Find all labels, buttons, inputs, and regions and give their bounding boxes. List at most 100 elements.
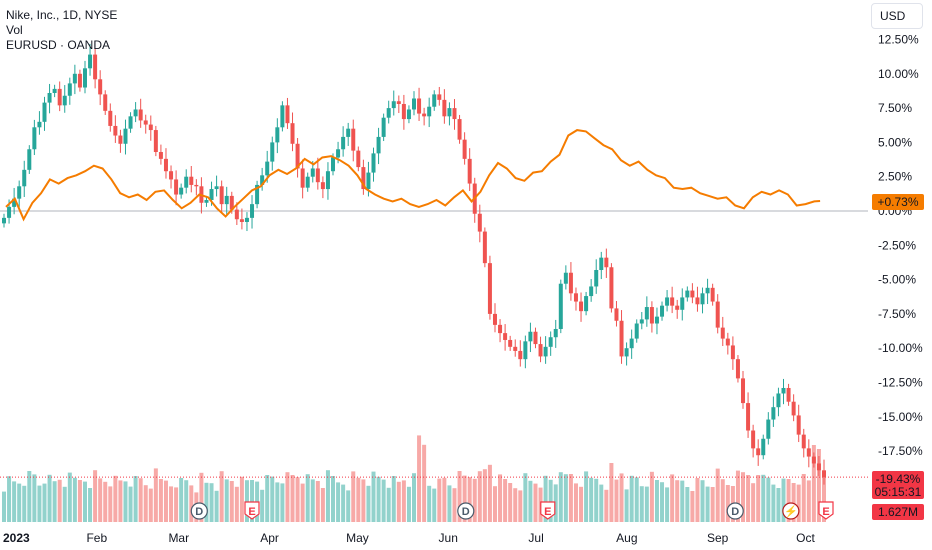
volume-bar xyxy=(573,483,578,522)
candle-body xyxy=(427,106,432,117)
volume-bar xyxy=(432,488,437,522)
volume-bar xyxy=(148,488,153,522)
candle-body xyxy=(290,123,295,144)
candle-body xyxy=(32,127,37,150)
candle-body xyxy=(614,308,619,321)
volume-bar xyxy=(396,481,401,522)
volume-bar xyxy=(695,478,700,522)
candle-body xyxy=(42,102,47,122)
x-tick-label: 2023 xyxy=(3,531,30,545)
candle-body xyxy=(649,307,654,324)
earnings-icon xyxy=(818,501,834,520)
candle-body xyxy=(376,136,381,154)
volume-layer xyxy=(2,435,826,522)
volume-bar xyxy=(356,477,361,522)
candle-body xyxy=(108,110,113,126)
volume-bar xyxy=(62,486,67,522)
volume-bar xyxy=(685,487,690,522)
volume-bar xyxy=(735,470,740,522)
candle-body xyxy=(796,415,801,435)
candle-body xyxy=(361,167,366,190)
candle-body xyxy=(705,287,710,294)
candle-body xyxy=(477,213,482,232)
candle-body xyxy=(685,290,690,298)
volume-bar xyxy=(204,482,209,522)
volume-bar xyxy=(143,485,148,522)
volume-bar xyxy=(153,468,158,522)
volume-bar xyxy=(791,483,796,522)
candle-body xyxy=(285,105,290,124)
candle-body xyxy=(336,149,341,158)
candle-body xyxy=(138,109,143,121)
volume-bar xyxy=(336,482,341,522)
currency-button[interactable]: USD xyxy=(871,3,923,29)
candle-body xyxy=(346,128,351,137)
candle-body xyxy=(123,128,128,144)
event-label: D xyxy=(731,506,739,518)
volume-bar xyxy=(244,480,249,522)
candle-body xyxy=(538,344,543,357)
candle-body xyxy=(133,109,138,117)
candle-body xyxy=(746,403,751,431)
volume-bar xyxy=(442,477,447,522)
volume-bar xyxy=(599,484,604,522)
volume-bar xyxy=(563,474,568,522)
x-tick-label: Aug xyxy=(616,531,637,545)
volume-bar xyxy=(553,484,558,522)
candle-body xyxy=(113,125,118,136)
candle-body xyxy=(67,83,72,96)
candle-body xyxy=(239,219,244,222)
volume-bar xyxy=(179,478,184,522)
legend-main-symbol[interactable]: Nike, Inc., 1D, NYSE xyxy=(6,8,118,22)
volume-bar xyxy=(118,480,123,522)
candle-body xyxy=(735,359,740,379)
volume-bar xyxy=(766,477,771,522)
legend-compare-symbol[interactable]: EURUSD · OANDA xyxy=(6,38,111,52)
volume-bar xyxy=(816,449,821,522)
volume-bar xyxy=(371,471,376,522)
price-axis[interactable]: 12.50%10.00%7.50%5.00%2.50%0.00%-2.50%-5… xyxy=(878,33,923,459)
candle-body xyxy=(609,267,614,309)
volume-bar xyxy=(386,487,391,522)
candle-body xyxy=(12,198,17,207)
volume-bar xyxy=(675,480,680,522)
y-tick-label: -17.50% xyxy=(878,444,923,458)
volume-bar xyxy=(492,486,497,522)
volume-bar xyxy=(533,483,538,522)
volume-bar xyxy=(123,481,128,522)
nike-value-label: -19.43%05:15:31 xyxy=(872,471,924,499)
volume-bar xyxy=(634,477,639,522)
bolt-icon xyxy=(782,502,800,520)
candle-body xyxy=(72,73,77,84)
legend-volume[interactable]: Vol xyxy=(6,23,23,37)
volume-bar xyxy=(786,479,791,522)
volume-bar xyxy=(209,483,214,522)
volume-bar xyxy=(437,478,442,522)
split-marker: ⚡ xyxy=(782,502,800,520)
volume-bar xyxy=(22,485,27,522)
candle-body xyxy=(599,257,604,270)
candle-body xyxy=(639,319,644,324)
candle-body xyxy=(386,108,391,118)
volume-bar xyxy=(741,472,746,522)
volume-value-label-bg xyxy=(872,504,924,520)
volume-bar xyxy=(52,481,57,522)
volume-bar xyxy=(82,481,87,522)
volume-bar xyxy=(629,475,634,522)
dividend-icon xyxy=(726,502,744,520)
volume-bar xyxy=(690,491,695,522)
candle-body xyxy=(62,95,67,106)
candle-body xyxy=(695,297,700,305)
candle-body xyxy=(660,305,665,317)
volume-bar xyxy=(280,483,285,522)
time-axis[interactable]: 2023 Feb Mar Apr May Jun Jul Aug Sep Oct xyxy=(3,531,815,545)
volume-bar xyxy=(67,472,72,522)
eurusd-value-label: +0.73% xyxy=(872,194,924,210)
nike-value-label-bg xyxy=(872,471,924,499)
volume-bar xyxy=(710,487,715,522)
candle-body xyxy=(563,272,568,284)
candle-body xyxy=(786,387,791,402)
eurusd-value-label-bg xyxy=(872,194,924,210)
